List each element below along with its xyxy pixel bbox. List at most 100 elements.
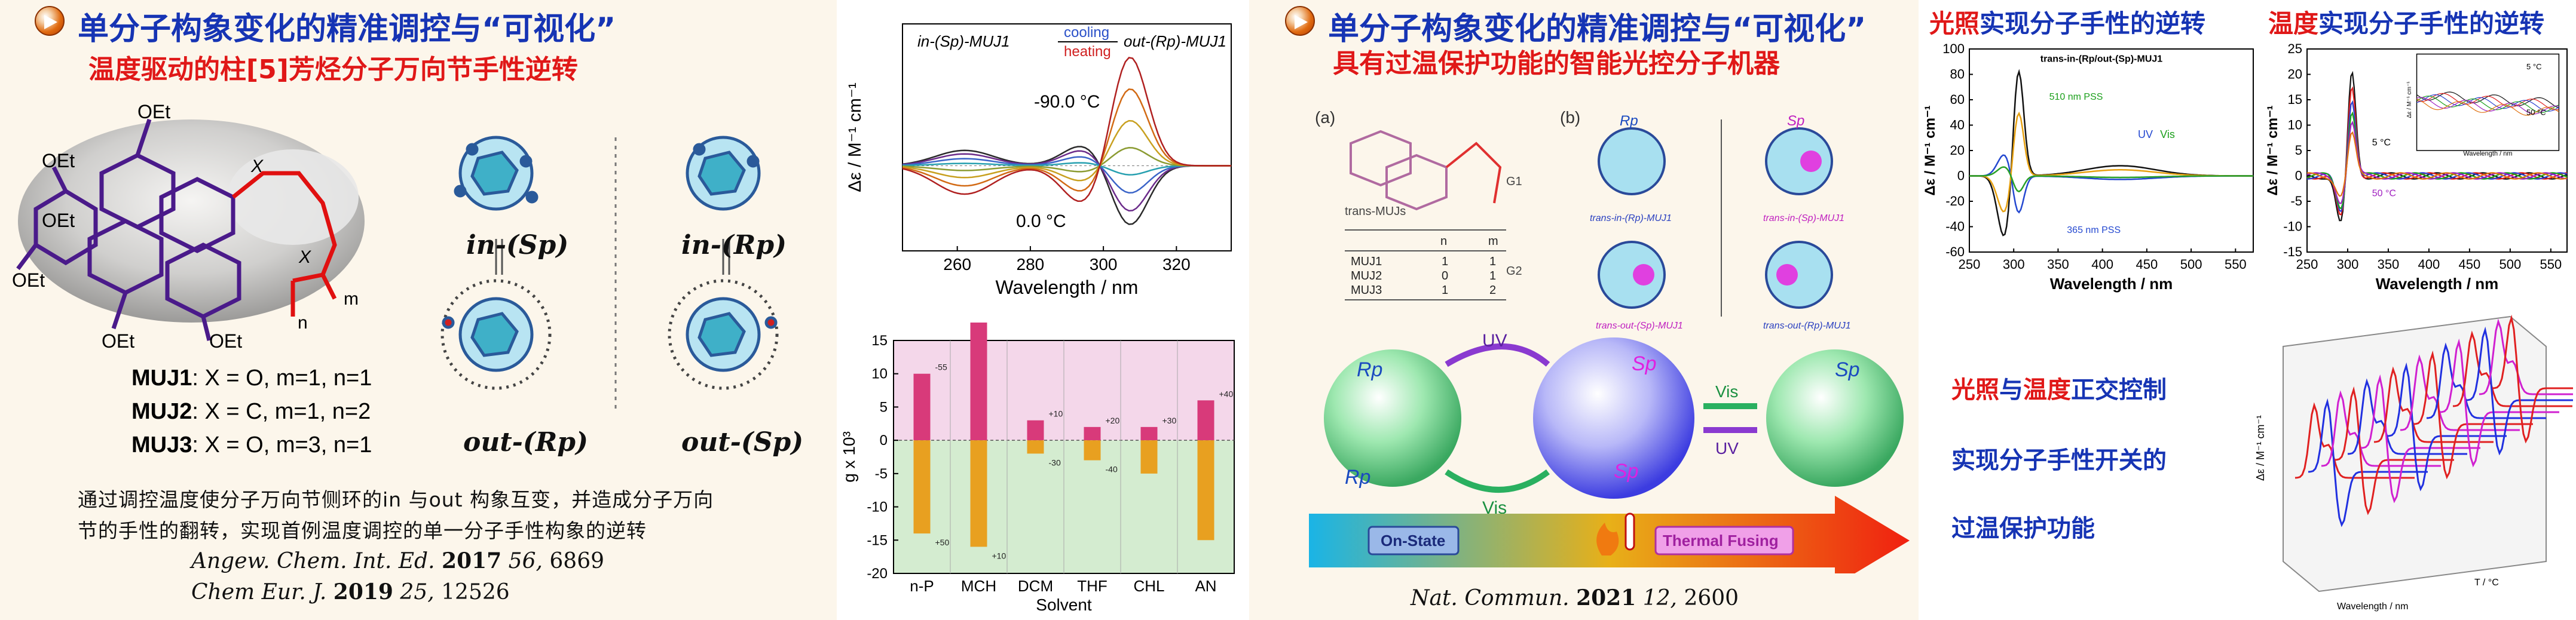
temp-x-axis-label: Wavelength / nm: [2376, 275, 2499, 293]
conformer-label-in-sp: in-(Sp): [466, 230, 569, 260]
light-series-line: [1969, 69, 2253, 237]
mol-label-x2: X: [298, 247, 311, 267]
table-row-2-name: MUJ2: [1351, 269, 1382, 283]
temp-inset-ylabel: Δε / M⁻¹ cm⁻¹: [2406, 81, 2413, 118]
right-subtitle: 具有过温保护功能的智能光控分子机器: [1333, 48, 1780, 79]
temp-series-line: [2306, 111, 2568, 210]
table-row-2-n: 0: [1442, 269, 1448, 283]
g-category-label: n-P: [910, 577, 934, 595]
light-x-tick-label: 400: [2091, 257, 2113, 272]
light-x-tick-label: 300: [2003, 257, 2025, 272]
3d-series-line: [2373, 366, 2494, 443]
oet-label-6: OEt: [209, 330, 242, 352]
cd-series-line: [902, 119, 1231, 182]
pillararene-molecule-illustration: X X m n OEt OEt OEt OEt OEt OEt: [12, 102, 365, 352]
g-bar-negative: [1084, 440, 1101, 461]
temp-inset-series: [2416, 99, 2559, 116]
table-row-1-m: 1: [1489, 255, 1496, 268]
g-bar-data-label: +10: [1049, 409, 1063, 419]
3d-series-line: [2439, 338, 2559, 468]
g-bar-positive: [1027, 420, 1044, 441]
state-label-b1: Rp: [1620, 113, 1638, 129]
light-y-tick-label: 80: [1950, 67, 1965, 82]
table-row-1-name: MUJ1: [1351, 255, 1382, 268]
cd-series-line: [902, 162, 1231, 176]
temp-inset-xlabel: Wavelength / nm: [2463, 151, 2512, 158]
table-row-3-m: 2: [1489, 284, 1496, 297]
light-y-tick-label: -20: [1945, 194, 1965, 208]
3d-series-line: [2347, 378, 2467, 455]
mol-label-n: n: [298, 313, 308, 333]
thermal-fusing-label: Thermal Fusing: [1663, 532, 1779, 550]
state-label-b2: Sp: [1787, 113, 1804, 129]
3d-series-line: [2308, 398, 2428, 527]
flame-icon: [1596, 523, 1619, 555]
left-subtitle: 温度驱动的柱[5]芳烃分子万向节手性逆转: [88, 54, 578, 85]
conformer-label-out-sp: out-(Sp): [681, 427, 804, 458]
temp-y-tick-label: 15: [2288, 92, 2302, 107]
light-x-tick-label: 550: [2225, 257, 2247, 272]
temp-inset-series: [2416, 93, 2559, 111]
3d-series-line: [2334, 386, 2454, 515]
temp-chart-title: 温度实现分子手性的逆转: [2268, 9, 2545, 38]
cd-spectrum-svg: 260 280 300 320 Wavelength / nm Δε / M⁻¹ cm⁻¹…: [845, 23, 1232, 298]
table-row-3-n: 1: [1442, 284, 1448, 297]
g-bar-positive: [1197, 400, 1214, 441]
cd-y-axis-label: Δε / M⁻¹ cm⁻¹: [845, 82, 865, 192]
conformer-label-out-rp: out-(Rp): [463, 427, 588, 458]
g-bar-data-label: -30: [1049, 458, 1061, 467]
g-bar-negative: [1140, 440, 1158, 474]
summary-line2: 实现分子手性开关的: [1951, 447, 2167, 474]
cd-annotation-cold: -90.0 °C: [1034, 92, 1100, 112]
table-row-1-n: 1: [1442, 255, 1448, 268]
muj-table: n m MUJ1 1 1 MUJ2 0 1 MUJ3 1 2: [1345, 229, 1506, 300]
temp-y-tick-label: 5: [2295, 143, 2302, 158]
table-header-n: n: [1440, 235, 1447, 248]
left-title: 单分子构象变化的精准调控与“可视化”: [78, 11, 616, 47]
temp-y-axis-label: Δε / M⁻¹ cm⁻¹: [2265, 105, 2281, 195]
light-y-tick-label: -60: [1945, 244, 1965, 259]
cd-x-tick-label: 260: [943, 255, 971, 274]
green-sphere-left: [1324, 349, 1461, 487]
g-y-tick-label: -5: [875, 466, 888, 482]
temp-inset-frame: [2416, 53, 2560, 151]
g-bar-data-label: +10: [992, 551, 1006, 560]
temp-x-tick-label: 500: [2499, 257, 2521, 272]
table-header-m: m: [1488, 235, 1498, 248]
g-y-tick-label: -20: [867, 566, 888, 582]
light-x-tick-label: 250: [1959, 257, 1981, 272]
g-bar-negative: [913, 440, 931, 534]
mol-label-m: m: [344, 289, 359, 309]
light-annotation-blue: 365 nm PSS: [2067, 225, 2121, 235]
3d-series-line: [2492, 314, 2573, 444]
3d-series-line: [2426, 342, 2546, 419]
left-citation-2: Chem Eur. J. 2019 25, 12526: [191, 579, 510, 604]
g-y-axis-label: g x 10³: [840, 431, 858, 483]
cd-x-tick-label: 300: [1090, 255, 1118, 274]
light-chart-title: 光照实现分子手性的逆转: [1929, 9, 2206, 38]
g-bar-positive: [1140, 426, 1158, 441]
temp-annotation-50: 50 °C: [2372, 189, 2396, 199]
g-x-axis-label: Solvent: [1036, 596, 1092, 614]
light-series-line: [1969, 166, 2253, 193]
light-y-tick-label: 100: [1942, 41, 1965, 56]
temp-x-tick-label: 400: [2418, 257, 2440, 272]
g-category-label: THF: [1077, 577, 1108, 595]
3d-series-line: [2387, 362, 2507, 492]
g-category-label: MCH: [961, 577, 996, 595]
oet-label-5: OEt: [102, 330, 134, 352]
table-row-2-m: 1: [1489, 269, 1496, 283]
3d-y-axis-label: Δε / M⁻¹ cm⁻¹: [2254, 415, 2266, 481]
molecular-machine-scheme: (a) (b) trans-MUJs G1 G2 n m MUJ1 1 1 MU…: [1309, 108, 1910, 573]
g-bar-negative: [1197, 440, 1214, 541]
small-label-4: trans-out-(Rp)-MUJ1: [1763, 321, 1851, 331]
g-bar-data-label: +20: [1106, 416, 1120, 425]
temp-y-tick-label: -10: [2283, 219, 2302, 234]
temp-y-tick-label: 20: [2288, 67, 2302, 82]
state-label-rp-2: Rp: [1345, 466, 1370, 489]
state-label-sp-2: Sp: [1614, 460, 1639, 483]
3d-series-line: [2465, 326, 2573, 456]
muj2-label: MUJ2: X = C, m=1, n=2: [131, 399, 371, 424]
light-y-tick-label: 40: [1950, 118, 1965, 133]
light-cd-chart: 250 300 350 400 450 500 550 -60 -40 -20 0 20 40 60 80 1…: [1922, 41, 2254, 293]
